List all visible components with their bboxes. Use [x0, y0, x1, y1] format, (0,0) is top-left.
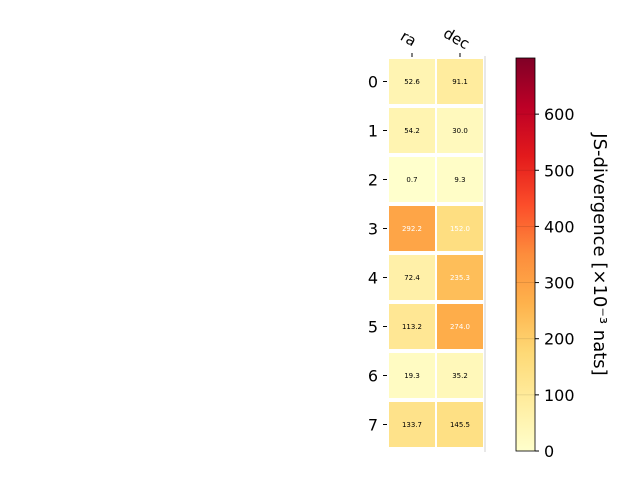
heatmap-cell-3-ra	[389, 206, 435, 251]
colorbar-tick-label: 400	[544, 217, 575, 236]
heatmap-cell-2-ra	[389, 157, 435, 202]
heatmap-cell-3-dec	[437, 206, 483, 251]
heatmap-cell-1-dec	[437, 108, 483, 153]
colorbar-gradient	[515, 57, 536, 452]
cell-value-label: 292.2	[402, 225, 422, 233]
heatmap-cell-4-ra	[389, 255, 435, 300]
colorbar: 0 100 200 300 400 500 600 JS-divergence [×10⁻³ …	[515, 57, 610, 461]
cell-value-label: 9.3	[454, 176, 465, 184]
row-label-0: 0	[368, 73, 378, 92]
colorbar-tick-label: 200	[544, 330, 575, 349]
cell-value-label: 0.7	[406, 176, 417, 184]
cell-value-label: 30.0	[452, 127, 468, 135]
cell-value-label: 152.0	[450, 225, 470, 233]
row-label-6: 6	[368, 367, 378, 386]
colorbar-tick-label: 100	[544, 386, 575, 405]
cell-value-label: 91.1	[452, 78, 468, 86]
cell-value-label: 35.2	[452, 372, 468, 380]
colorbar-tick-label: 600	[544, 105, 575, 124]
cell-value-label: 235.3	[450, 274, 470, 282]
heatmap-cell-6-dec	[437, 353, 483, 398]
cell-value-label: 52.6	[404, 78, 420, 86]
row-label-2: 2	[368, 171, 378, 190]
row-label-7: 7	[368, 416, 378, 435]
column-label-dec: dec	[440, 24, 472, 53]
heatmap-cell-1-ra	[389, 108, 435, 153]
heatmap-cell-5-ra	[389, 304, 435, 349]
cell-value-label: 19.3	[404, 372, 420, 380]
heatmap-cell-2-dec	[437, 157, 483, 202]
cell-value-label: 145.5	[450, 421, 470, 429]
heatmap-cell-5-dec	[437, 304, 483, 349]
cell-value-label: 113.2	[402, 323, 422, 331]
heatmap-cell-4-dec	[437, 255, 483, 300]
cell-value-label: 72.4	[404, 274, 420, 282]
colorbar-tick-label: 300	[544, 274, 575, 293]
heatmap-cell-7-ra	[389, 402, 435, 447]
heatmap-cell-7-dec	[437, 402, 483, 447]
heatmap-cell-0-ra	[389, 59, 435, 104]
column-label-ra: ra	[397, 27, 419, 50]
cell-value-label: 133.7	[402, 421, 422, 429]
heatmap-cells: 52.6 91.1 54.2 30.0 0.7 9.3 292.2 152.0 72.4 235.…	[389, 59, 483, 447]
row-label-1: 1	[368, 122, 378, 141]
row-label-5: 5	[368, 318, 378, 337]
colorbar-tick-label: 500	[544, 161, 575, 180]
row-label-3: 3	[368, 220, 378, 239]
cell-value-label: 274.0	[450, 323, 470, 331]
cell-value-label: 54.2	[404, 127, 420, 135]
heatmap-cell-0-dec	[437, 59, 483, 104]
row-label-4: 4	[368, 269, 378, 288]
colorbar-tick-label: 0	[544, 442, 554, 461]
colorbar-label: JS-divergence [×10⁻³ nats]	[589, 132, 610, 375]
heatmap-cell-6-ra	[389, 353, 435, 398]
